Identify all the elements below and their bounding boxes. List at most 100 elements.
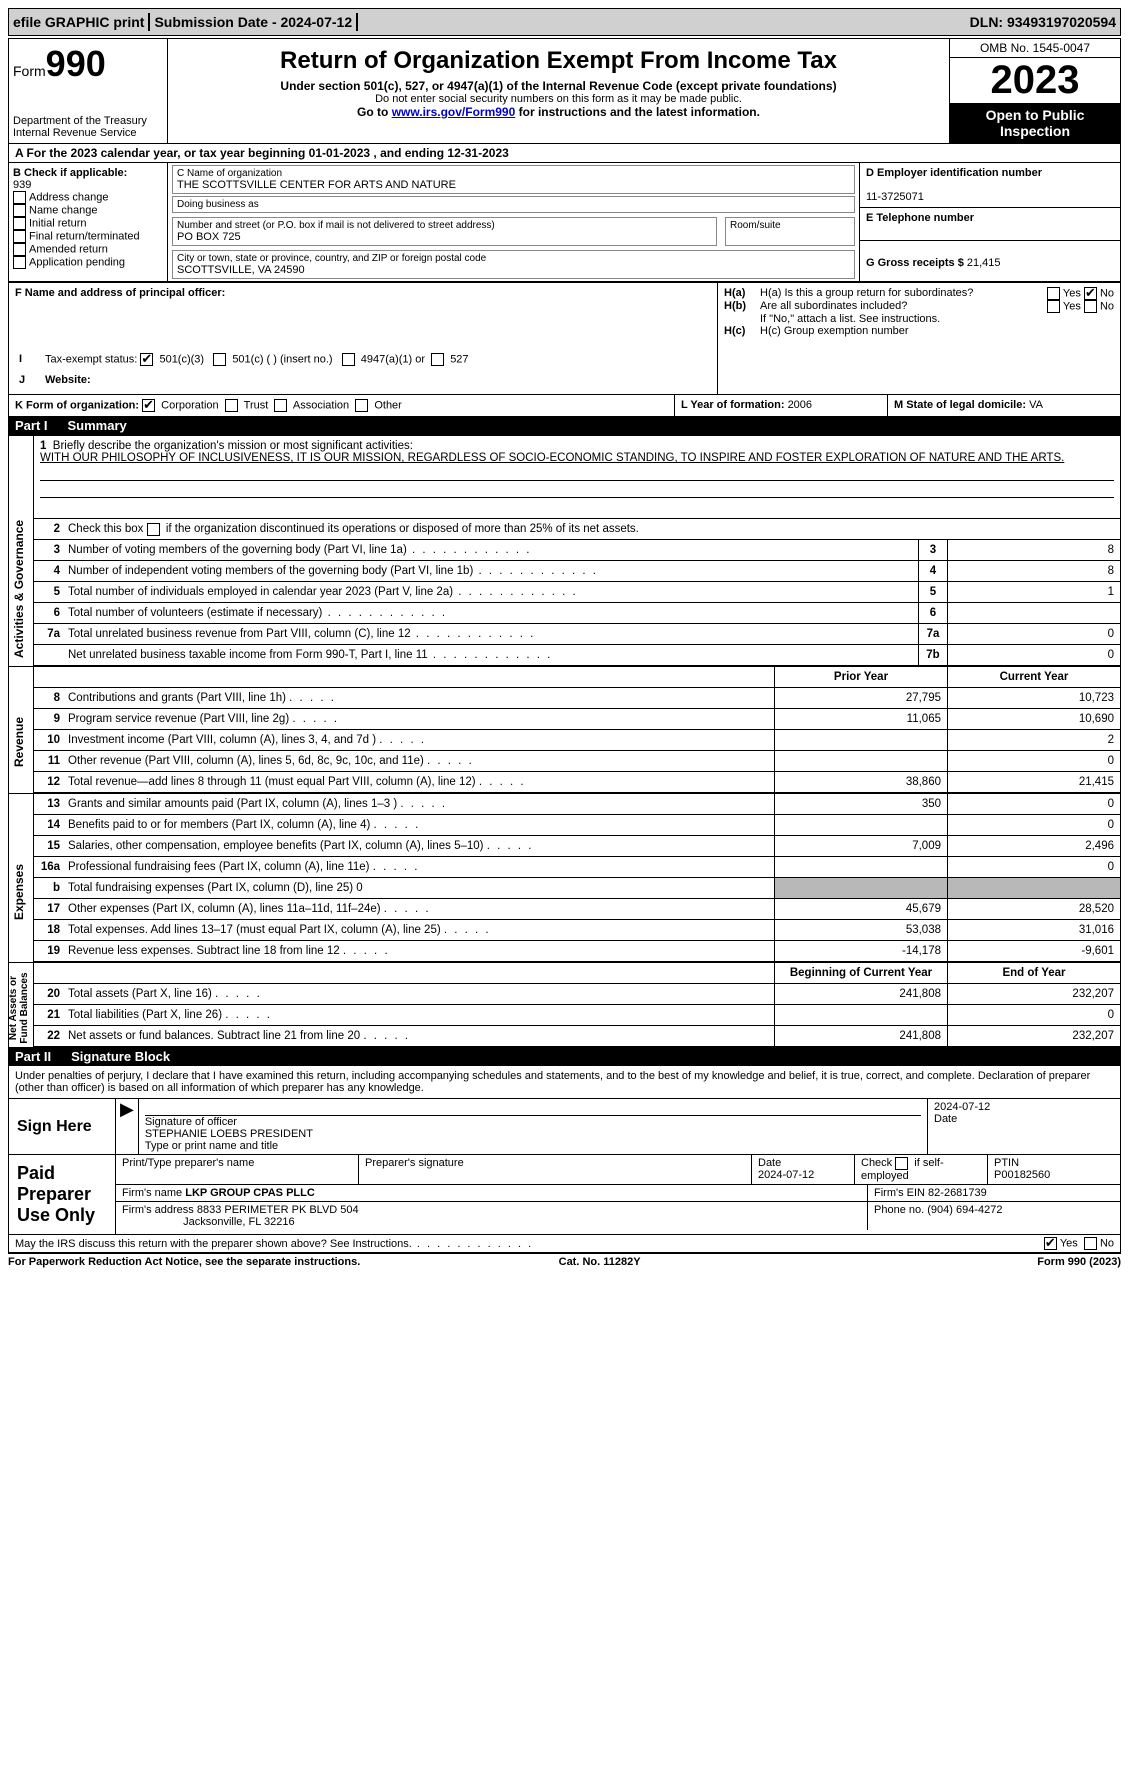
- phone-lbl: E Telephone number: [866, 212, 974, 224]
- l2-text: Check this box if the organization disco…: [68, 523, 639, 535]
- fnl: Firm's name: [122, 1187, 185, 1199]
- summary-line-10: 10 Investment income (Part VIII, column …: [34, 730, 1120, 751]
- revenue-block: Revenue Prior YearCurrent Year 8 Contrib…: [9, 666, 1120, 793]
- ptin-lbl: PTIN: [994, 1157, 1019, 1169]
- cb-discuss-yes[interactable]: [1044, 1237, 1057, 1250]
- fpv: (904) 694-4272: [927, 1204, 1002, 1216]
- cb-initial-return[interactable]: [13, 217, 26, 230]
- summary-line-8: 8 Contributions and grants (Part VIII, l…: [34, 688, 1120, 709]
- ssn-warning: Do not enter social security numbers on …: [172, 93, 945, 105]
- hdr-end: End of Year: [947, 963, 1120, 983]
- summary-line-22: 22 Net assets or fund balances. Subtract…: [34, 1026, 1120, 1047]
- cb-corp[interactable]: [142, 399, 155, 412]
- hdr-prior: Prior Year: [774, 667, 947, 687]
- col-c-org: C Name of organization THE SCOTTSVILLE C…: [168, 163, 859, 281]
- hdr-curr: Current Year: [947, 667, 1120, 687]
- lbl-4: Amended return: [29, 243, 108, 255]
- vtab-governance: Activities & Governance: [9, 436, 34, 666]
- form-header: Form990 Department of the Treasury Inter…: [9, 39, 1120, 144]
- summary-line-9: 9 Program service revenue (Part VIII, li…: [34, 709, 1120, 730]
- cb-name-change[interactable]: [13, 204, 26, 217]
- cb-hb-yes[interactable]: [1047, 300, 1060, 313]
- period-end: 12-31-2023: [447, 146, 508, 160]
- cb-501c3[interactable]: [140, 353, 153, 366]
- hb-note: If "No," attach a list. See instructions…: [724, 313, 1114, 325]
- gross-lbl: G Gross receipts $: [866, 257, 967, 269]
- cb-amended[interactable]: [13, 243, 26, 256]
- cb-address-change[interactable]: [13, 191, 26, 204]
- section-bcdefg: B Check if applicable: 939 Address chang…: [9, 163, 1120, 282]
- cb-501c[interactable]: [213, 353, 226, 366]
- cb-selfemp[interactable]: [895, 1157, 908, 1170]
- arrow-icon: ▶: [116, 1099, 139, 1154]
- k-0: Corporation: [161, 399, 218, 411]
- cb-app-pending[interactable]: [13, 256, 26, 269]
- summary-line-16a: 16a Professional fundraising fees (Part …: [34, 857, 1120, 878]
- city-lbl: City or town, state or province, country…: [177, 253, 850, 264]
- cb-ha-no[interactable]: [1084, 287, 1097, 300]
- footer: For Paperwork Reduction Act Notice, see …: [8, 1254, 1121, 1270]
- cell-d-ein: D Employer identification number 11-3725…: [860, 163, 1120, 208]
- ha-n: No: [1100, 287, 1114, 299]
- f-lbl: F Name and address of principal officer:: [15, 287, 225, 299]
- addr-lbl: Number and street (or P.O. box if mail i…: [177, 220, 712, 231]
- cell-e-phone: E Telephone number: [860, 208, 1120, 241]
- cb-527[interactable]: [431, 353, 444, 366]
- prep-sig-lbl: Preparer's signature: [365, 1157, 464, 1169]
- dy: Yes: [1060, 1237, 1078, 1249]
- summary-line-20: 20 Total assets (Part X, line 16) . . . …: [34, 984, 1120, 1005]
- lbl-0: Address change: [29, 191, 109, 203]
- m-state: M State of legal domicile: VA: [888, 395, 1120, 416]
- cb-assoc[interactable]: [274, 399, 287, 412]
- net-header: Beginning of Current YearEnd of Year: [34, 963, 1120, 984]
- i-o4: 527: [450, 353, 468, 365]
- f-principal-officer: F Name and address of principal officer:…: [9, 283, 718, 394]
- city-val: SCOTTSVILLE, VA 24590: [177, 264, 850, 276]
- hdr-begin: Beginning of Current Year: [774, 963, 947, 983]
- summary-line-6: 6 Total number of volunteers (estimate i…: [34, 603, 1120, 624]
- hb-n: No: [1100, 300, 1114, 312]
- sign-here-block: Sign Here ▶ Signature of officerSTEPHANI…: [9, 1099, 1120, 1155]
- cell-g-receipts: G Gross receipts $ 21,415: [860, 241, 1120, 273]
- field-city: City or town, state or province, country…: [172, 250, 855, 279]
- cb-ha-yes[interactable]: [1047, 287, 1060, 300]
- netassets-block: Net Assets or Fund Balances Beginning of…: [9, 962, 1120, 1047]
- cb-final-return[interactable]: [13, 230, 26, 243]
- cb-discontinued[interactable]: [147, 523, 160, 536]
- hc-text: H(c) Group exemption number: [760, 325, 909, 337]
- summary-line-17: 17 Other expenses (Part IX, column (A), …: [34, 899, 1120, 920]
- form-container: Form990 Department of the Treasury Inter…: [8, 38, 1121, 1254]
- summary-line-18: 18 Total expenses. Add lines 13–17 (must…: [34, 920, 1120, 941]
- m-val: VA: [1029, 399, 1043, 411]
- paid-prep-label: Paid Preparer Use Only: [9, 1155, 116, 1234]
- cb-hb-no[interactable]: [1084, 300, 1097, 313]
- summary-line-7b: Net unrelated business taxable income fr…: [34, 645, 1120, 666]
- cb-other[interactable]: [355, 399, 368, 412]
- lbl-3: Final return/terminated: [29, 230, 140, 242]
- cb-4947[interactable]: [342, 353, 355, 366]
- summary-line-b: b Total fundraising expenses (Part IX, c…: [34, 878, 1120, 899]
- irs-link[interactable]: www.irs.gov/Form990: [392, 105, 516, 119]
- summary-line-3: 3 Number of voting members of the govern…: [34, 540, 1120, 561]
- type-lbl: Type or print name and title: [145, 1140, 278, 1152]
- fnv: LKP GROUP CPAS PLLC: [185, 1187, 315, 1199]
- cb-discuss-no[interactable]: [1084, 1237, 1097, 1250]
- form-number: 990: [46, 43, 106, 84]
- fel: Firm's EIN: [874, 1187, 928, 1199]
- row-a-pre: A For the 2023 calendar year, or tax yea…: [15, 146, 309, 160]
- i-o2: 501(c) ( ) (insert no.): [232, 353, 332, 365]
- org-name: THE SCOTTSVILLE CENTER FOR ARTS AND NATU…: [177, 179, 850, 191]
- ha-text: H(a) Is this a group return for subordin…: [760, 287, 1047, 300]
- part2-header: Part II Signature Block: [9, 1047, 1120, 1066]
- vtab-rev-text: Revenue: [12, 707, 26, 767]
- vtab-revenue: Revenue: [9, 667, 34, 793]
- form-title: Return of Organization Exempt From Incom…: [172, 47, 945, 75]
- l-val: 2006: [788, 399, 812, 411]
- cb-trust[interactable]: [225, 399, 238, 412]
- vtab-netassets: Net Assets or Fund Balances: [9, 963, 34, 1047]
- col-b-checkboxes: B Check if applicable: 939 Address chang…: [9, 163, 168, 281]
- prep-name-lbl: Print/Type preparer's name: [122, 1157, 254, 1169]
- m-lbl: M State of legal domicile:: [894, 399, 1029, 411]
- discuss-text: May the IRS discuss this return with the…: [15, 1238, 412, 1250]
- self-emp: Check if self-employed: [861, 1157, 944, 1182]
